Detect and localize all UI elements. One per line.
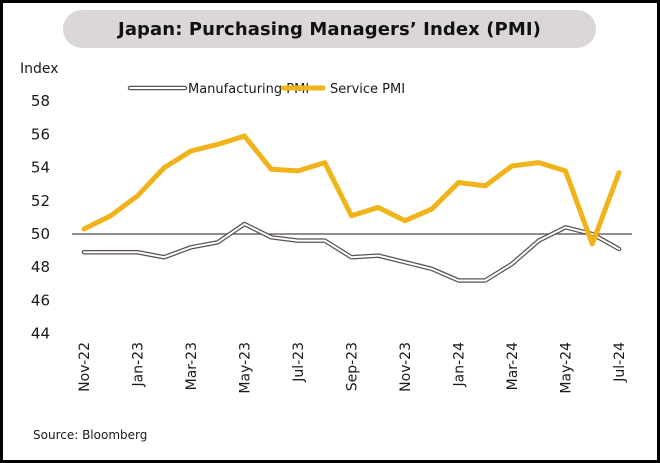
y-tick-label: 48 bbox=[31, 258, 50, 276]
x-tick-label: Jan-24 bbox=[452, 342, 468, 388]
legend-label-manufacturing: Manufacturing PMI bbox=[188, 82, 309, 97]
x-tick-label: Jul-24 bbox=[612, 342, 628, 383]
source-note: Source: Bloomberg bbox=[33, 428, 148, 442]
x-tick-label: Sep-23 bbox=[345, 342, 361, 391]
y-tick-label: 44 bbox=[31, 325, 50, 343]
y-tick-label: 56 bbox=[31, 125, 50, 143]
x-tick-label: Jul-23 bbox=[291, 342, 307, 383]
chart-title: Japan: Purchasing Managers’ Index (PMI) bbox=[118, 18, 541, 40]
x-tick-label: May-24 bbox=[559, 342, 575, 394]
series-line-manufacturing-outline bbox=[81, 221, 622, 283]
y-axis-label: Index bbox=[20, 61, 59, 77]
chart-frame: Japan: Purchasing Managers’ Index (PMI) … bbox=[3, 3, 657, 460]
x-tick-label: Nov-23 bbox=[398, 342, 414, 392]
y-tick-label: 50 bbox=[31, 225, 50, 243]
x-tick-label: Jan-23 bbox=[131, 342, 147, 387]
x-tick-label: Mar-23 bbox=[184, 342, 200, 390]
y-tick-label: 46 bbox=[31, 291, 50, 309]
x-tick-label: Mar-24 bbox=[505, 342, 521, 390]
y-tick-label: 52 bbox=[31, 192, 50, 210]
legend-label-service: Service PMI bbox=[330, 82, 405, 97]
x-tick-label: May-23 bbox=[238, 342, 254, 394]
pmi-line-chart: Index 44 46 48 50 52 54 56 58 Nov-22 Jan-23 Mar-23 M… bbox=[20, 61, 632, 394]
y-tick-label: 58 bbox=[31, 92, 50, 110]
series-line-service bbox=[81, 133, 622, 247]
x-tick-label: Nov-22 bbox=[77, 342, 93, 392]
series-line-manufacturing bbox=[83, 223, 620, 282]
y-tick-label: 54 bbox=[31, 159, 50, 177]
chart-title-pill: Japan: Purchasing Managers’ Index (PMI) bbox=[63, 10, 596, 48]
